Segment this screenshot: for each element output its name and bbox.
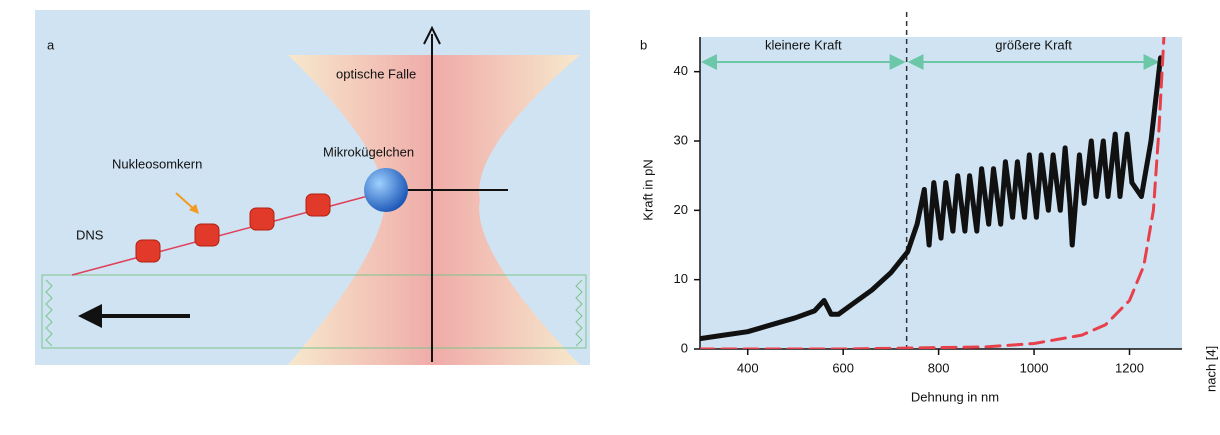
panel-a: a optische Falle Mikrokügelchen Nukleoso…: [35, 10, 590, 365]
y-tick-label: 20: [674, 202, 688, 217]
region-label: kleinere Kraft: [765, 37, 842, 52]
panel-letter: a: [47, 37, 55, 52]
x-tick-label: 1200: [1115, 360, 1144, 375]
credit: nach [4]: [1203, 346, 1218, 392]
bead: [364, 168, 408, 212]
y-tick-label: 0: [681, 340, 688, 355]
figure: a optische Falle Mikrokügelchen Nukleoso…: [0, 0, 1220, 430]
y-tick-label: 10: [674, 271, 688, 286]
x-tick-label: 1000: [1020, 360, 1049, 375]
trap-label: optische Falle: [336, 66, 416, 81]
x-tick-label: 800: [928, 360, 950, 375]
bead-label: Mikrokügelchen: [323, 144, 414, 159]
y-axis-title: Kraft in pN: [640, 159, 655, 220]
x-tick-label: 600: [832, 360, 854, 375]
y-tick-label: 30: [674, 132, 688, 147]
y-tick-label: 40: [674, 63, 688, 78]
x-tick-label: 400: [737, 360, 759, 375]
nucleosome-label: Nukleosomkern: [112, 156, 202, 171]
panel-b: b Kraft in pN Dehnung in nm 0 10 20 30 40 400…: [640, 12, 1182, 404]
region-label: größere Kraft: [995, 37, 1072, 52]
x-axis-title: Dehnung in nm: [911, 389, 999, 404]
dna-label: DNS: [76, 227, 104, 242]
panel-letter: b: [640, 37, 647, 52]
